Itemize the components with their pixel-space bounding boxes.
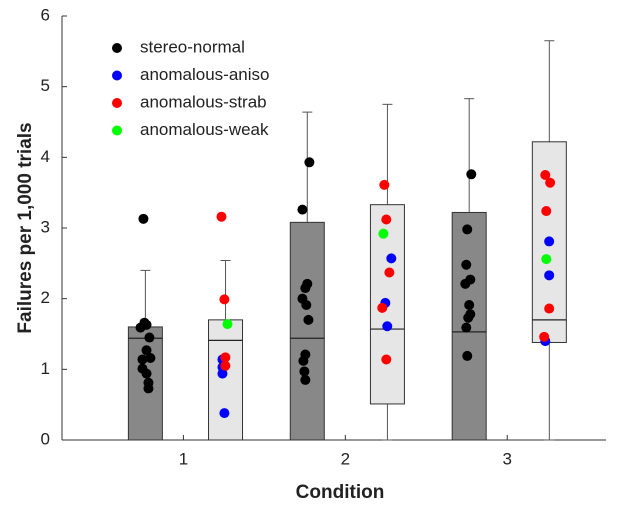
data-point [462, 350, 473, 361]
legend-label: stereo-normal [140, 37, 245, 56]
data-point [304, 157, 315, 168]
data-point [386, 253, 397, 264]
y-tick-label: 4 [41, 147, 50, 166]
data-point [379, 179, 390, 190]
y-tick-label: 2 [41, 288, 50, 307]
data-point [377, 302, 388, 313]
data-point [384, 267, 395, 278]
data-point [220, 360, 231, 371]
data-point [378, 228, 389, 239]
data-point [540, 170, 551, 180]
data-point [544, 303, 555, 314]
legend-marker [112, 43, 122, 53]
x-tick-label: 2 [341, 449, 350, 468]
legend-marker [112, 70, 122, 81]
data-point [145, 353, 156, 364]
data-point [217, 368, 228, 379]
y-tick-label: 3 [41, 217, 50, 236]
data-point [216, 211, 227, 222]
data-point [461, 259, 472, 270]
data-point [462, 224, 473, 235]
data-point [135, 322, 146, 333]
data-point [461, 322, 472, 333]
data-point [219, 408, 230, 419]
y-tick-label: 1 [41, 359, 50, 378]
data-point [544, 236, 555, 247]
data-point [301, 300, 312, 311]
data-point [382, 321, 393, 332]
data-point [303, 314, 314, 325]
data-point [141, 345, 152, 356]
data-point [466, 169, 477, 180]
x-tick-label: 1 [179, 449, 188, 468]
data-point [297, 204, 308, 215]
y-tick-label: 5 [41, 76, 50, 95]
box [289, 221, 325, 441]
data-point [464, 300, 475, 311]
data-point [137, 354, 148, 365]
legend-label: anomalous-aniso [140, 65, 269, 84]
legend-marker [112, 125, 122, 136]
data-point [463, 312, 474, 323]
data-point [144, 332, 155, 343]
data-point [141, 368, 152, 379]
data-point [541, 206, 552, 217]
x-axis-label: Condition [296, 482, 385, 503]
data-point [299, 366, 310, 377]
data-point [545, 177, 556, 188]
legend-label: anomalous-strab [140, 92, 267, 111]
legend-label: anomalous-weak [140, 120, 269, 139]
y-tick-label: 6 [41, 5, 50, 24]
data-point [298, 355, 309, 366]
data-point [300, 283, 311, 294]
data-point [381, 354, 392, 365]
data-point [222, 319, 233, 330]
data-point [541, 254, 552, 265]
data-point [381, 214, 392, 225]
data-point [300, 374, 311, 385]
data-point [220, 352, 231, 363]
data-point [143, 383, 154, 394]
data-point [539, 331, 550, 342]
data-point [219, 294, 230, 305]
x-tick-label: 3 [503, 449, 512, 468]
data-point [544, 270, 555, 281]
box [208, 319, 244, 441]
y-axis-label: Failures per 1,000 trials [15, 122, 36, 333]
data-point [460, 278, 471, 289]
y-tick-label: 0 [41, 429, 50, 448]
data-point [138, 213, 149, 224]
legend-marker [112, 98, 122, 108]
